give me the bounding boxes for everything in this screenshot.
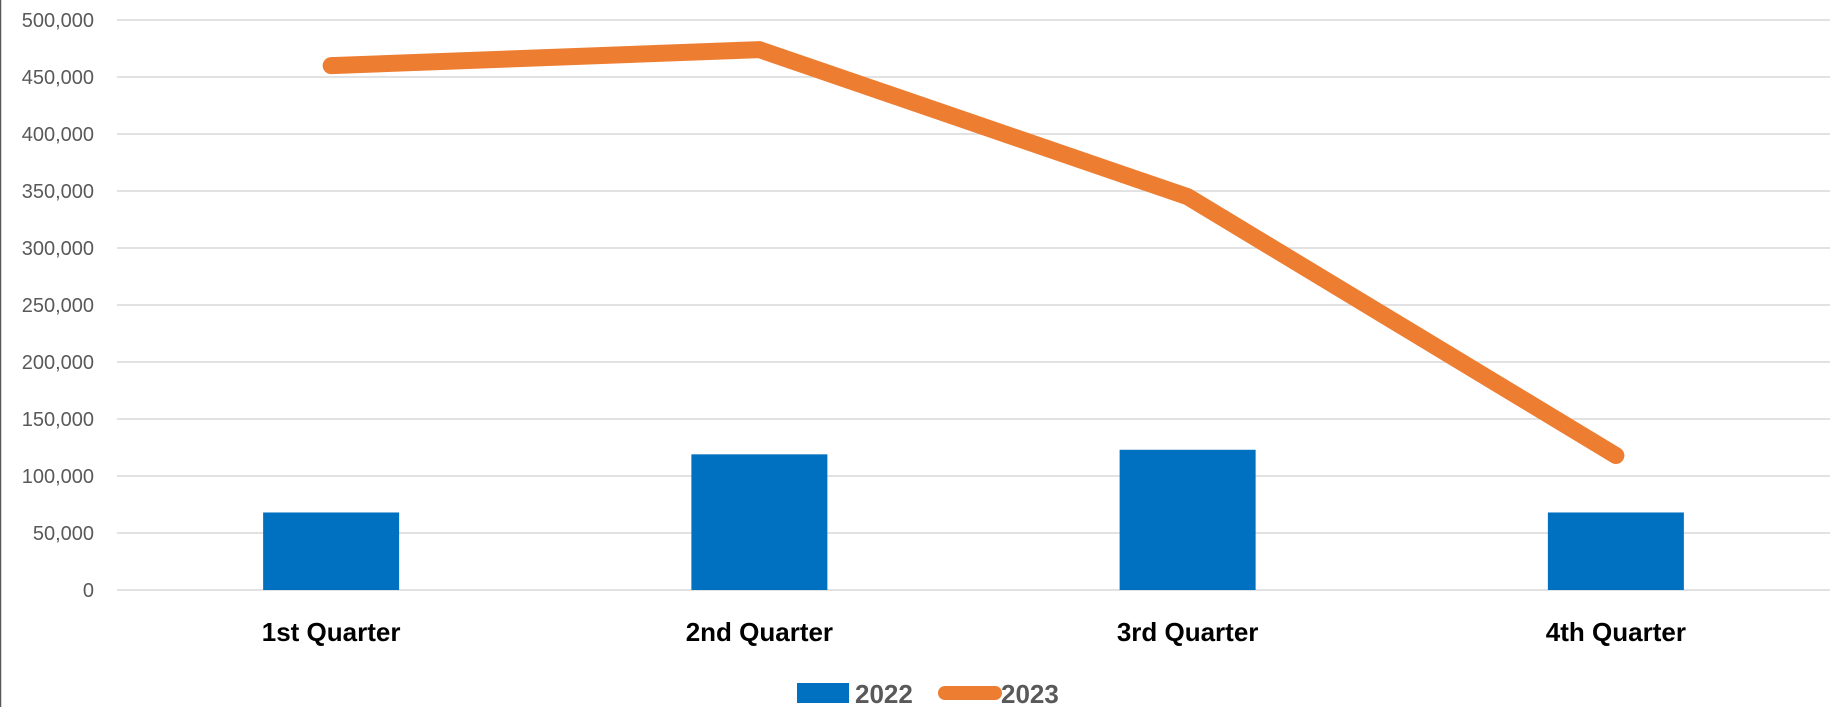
bar-2022-2 [691, 454, 828, 590]
series-2023-line [322, 41, 1625, 464]
y-tick-label: 450,000 [22, 67, 94, 89]
legend-label-2023: 2023 [1001, 679, 1059, 707]
y-tick-label: 50,000 [33, 523, 94, 545]
x-axis-tick-labels: 1st Quarter 2nd Quarter 3rd Quarter 4th Qua… [262, 617, 1686, 647]
x-tick-label: 2nd Quarter [686, 617, 833, 647]
bar-2022-3 [1119, 449, 1256, 590]
y-tick-label: 300,000 [22, 238, 94, 260]
y-tick-label: 0 [83, 580, 94, 602]
bar-2022-1 [263, 512, 400, 590]
y-tick-label: 100,000 [22, 466, 94, 488]
line-2023 [322, 41, 1625, 464]
y-tick-label: 200,000 [22, 352, 94, 374]
y-tick-label: 400,000 [22, 124, 94, 146]
legend-label-2022: 2022 [855, 679, 913, 707]
y-axis-tick-labels: 0 50,000 100,000 150,000 200,000 250,000 300,0… [22, 10, 94, 602]
gridlines [117, 19, 1830, 591]
series-2022-bars [263, 449, 1684, 590]
legend-swatch-2022 [797, 683, 849, 703]
y-tick-label: 500,000 [22, 10, 94, 32]
x-tick-label: 3rd Quarter [1117, 617, 1259, 647]
y-tick-label: 350,000 [22, 181, 94, 203]
bar-2022-4 [1547, 512, 1684, 590]
y-tick-label: 250,000 [22, 295, 94, 317]
legend: 2022 2023 [797, 679, 1059, 709]
y-tick-label: 150,000 [22, 409, 94, 431]
x-tick-label: 1st Quarter [262, 617, 401, 647]
x-tick-label: 4th Quarter [1546, 617, 1686, 647]
